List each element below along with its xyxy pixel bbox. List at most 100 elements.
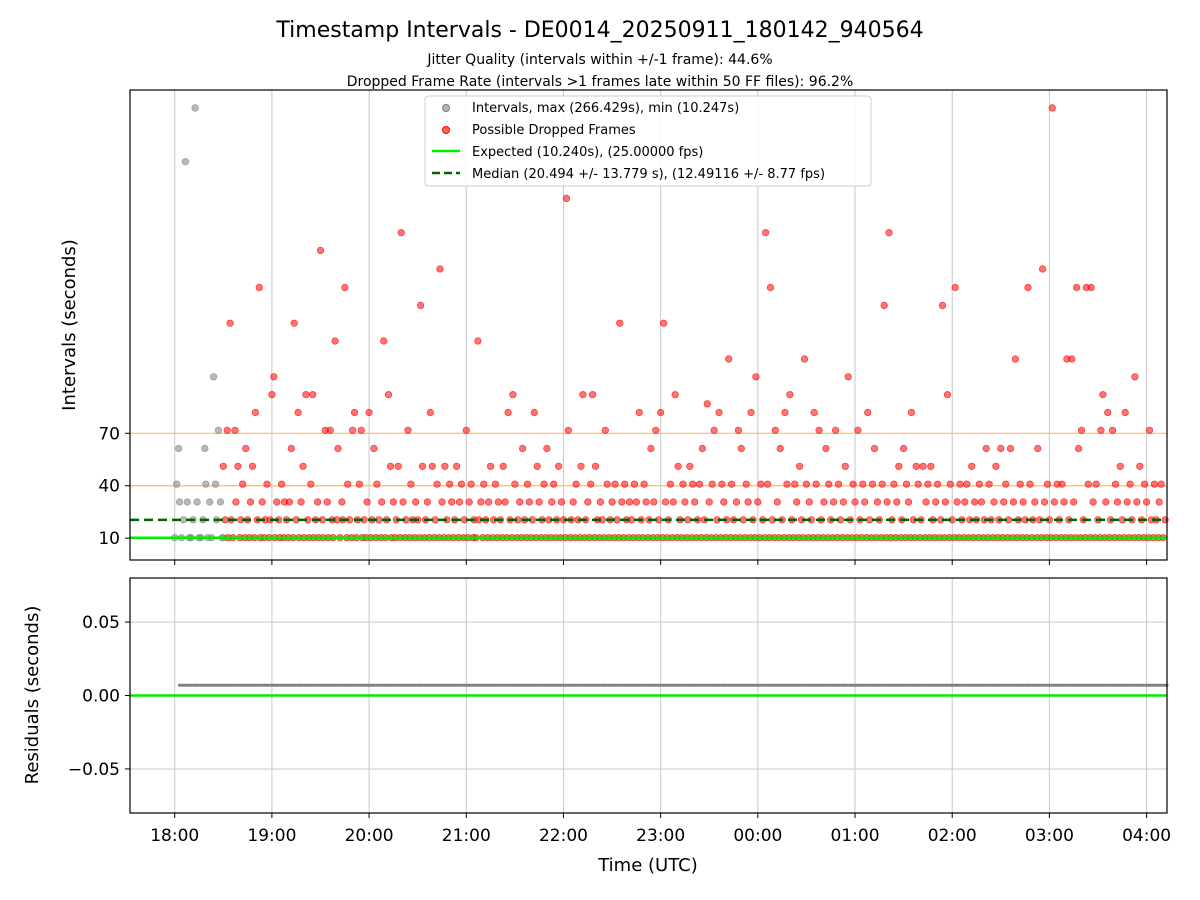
- dropped-frame-point: [1104, 408, 1112, 417]
- dropped-frame-point: [307, 480, 315, 488]
- residual-point: [383, 683, 387, 687]
- residual-point: [642, 683, 646, 687]
- dropped-frame-point: [378, 498, 386, 506]
- residual-point: [950, 683, 955, 687]
- dropped-frame-point: [904, 498, 913, 506]
- residual-point: [628, 683, 632, 687]
- interval-point: [202, 480, 210, 488]
- x-tick-label: 00:00: [733, 826, 782, 846]
- residual-point: [1160, 683, 1164, 687]
- residual-point: [927, 683, 931, 687]
- interval-x-ticks: [174, 560, 1148, 565]
- residual-point: [276, 683, 281, 687]
- dropped-frame-point: [533, 462, 541, 470]
- interval-point: [210, 373, 218, 381]
- residual-point: [913, 683, 917, 687]
- residual-point: [687, 683, 691, 687]
- residual-point: [342, 683, 347, 687]
- dropped-frame-point: [849, 480, 857, 488]
- residual-point: [203, 683, 208, 687]
- dropped-frame-point: [394, 462, 402, 470]
- residual-point: [885, 683, 889, 687]
- residual-point: [1113, 683, 1117, 687]
- residual-point: [1073, 683, 1077, 687]
- dropped-frame-point: [548, 498, 556, 506]
- residual-point: [1031, 683, 1035, 687]
- dropped-frame-point: [584, 498, 592, 506]
- dropped-frame-point: [907, 408, 916, 417]
- residual-point: [232, 683, 236, 687]
- residual-point: [1101, 683, 1105, 687]
- dropped-frame-point: [1140, 480, 1149, 488]
- residual-point: [472, 683, 476, 687]
- dropped-frame-point: [341, 283, 349, 292]
- dropped-frame-point: [674, 462, 682, 470]
- dropped-frame-point: [338, 498, 346, 506]
- dropped-frame-point: [982, 444, 990, 453]
- residual-point: [392, 683, 396, 687]
- residual-point: [623, 683, 627, 687]
- dropped-frame-point: [1070, 498, 1078, 506]
- residual-point: [470, 683, 474, 687]
- dropped-frame-point: [647, 444, 655, 453]
- dropped-frame-point: [1072, 283, 1081, 292]
- residual-point: [1054, 683, 1058, 687]
- dropped-frame-point: [786, 391, 794, 399]
- dropped-frame-point: [1040, 498, 1049, 506]
- residual-point: [321, 683, 325, 687]
- residual-point: [227, 683, 231, 687]
- dropped-frame-point: [572, 480, 580, 488]
- residual-point: [1078, 683, 1082, 687]
- residual-point: [606, 683, 611, 687]
- dropped-frame-point: [997, 444, 1005, 453]
- residual-point: [302, 683, 307, 687]
- residual-point: [420, 683, 424, 687]
- residual-point: [755, 683, 759, 687]
- dropped-frame-point: [509, 391, 517, 399]
- residual-point: [797, 683, 802, 687]
- dropped-frame-point: [656, 408, 665, 417]
- residual-point: [432, 683, 436, 687]
- dropped-frame-point: [1087, 283, 1095, 292]
- dropped-frame-point: [1089, 498, 1097, 506]
- residual-point: [536, 683, 540, 687]
- dropped-frame-point: [943, 391, 952, 399]
- residual-point: [236, 683, 241, 687]
- residual-point: [512, 683, 516, 687]
- dropped-frame-point: [924, 480, 932, 488]
- dropped-frame-point: [268, 391, 276, 399]
- residual-point: [863, 683, 867, 687]
- residual-point: [439, 683, 443, 687]
- residual-point: [1125, 683, 1129, 687]
- dropped-frame-point: [864, 408, 872, 417]
- residual-point: [880, 683, 884, 687]
- residual-point: [1082, 683, 1087, 687]
- residual-point: [215, 683, 219, 687]
- dropped-frame-point: [851, 498, 859, 506]
- interval-y-label: Intervals (seconds): [59, 239, 80, 411]
- dropped-frame-point: [535, 498, 543, 506]
- dropped-frame-rate-subtitle: Dropped Frame Rate (intervals >1 frames …: [347, 74, 854, 90]
- residual-point: [892, 683, 896, 687]
- dropped-frame-point: [805, 498, 813, 506]
- legend-label-dropped: Possible Dropped Frames: [472, 123, 636, 138]
- residual-point: [698, 683, 703, 687]
- residual-point: [998, 683, 1002, 687]
- residual-point: [274, 683, 278, 687]
- dropped-frame-point: [1097, 426, 1105, 434]
- residual-point: [753, 683, 757, 687]
- residual-point: [769, 683, 773, 687]
- residual-point: [712, 683, 717, 687]
- residual-point: [757, 683, 761, 687]
- residual-point: [394, 683, 398, 687]
- dropped-frame-point: [621, 480, 629, 488]
- dropped-frame-point: [681, 498, 689, 506]
- dropped-frame-point: [462, 426, 470, 434]
- dropped-frame-point: [899, 444, 908, 453]
- residual-point: [976, 683, 981, 687]
- residual-point: [1153, 683, 1157, 687]
- dropped-frame-point: [373, 480, 381, 488]
- residual-point: [828, 683, 832, 687]
- dropped-frame-point: [1074, 444, 1083, 453]
- residual-point: [670, 683, 674, 687]
